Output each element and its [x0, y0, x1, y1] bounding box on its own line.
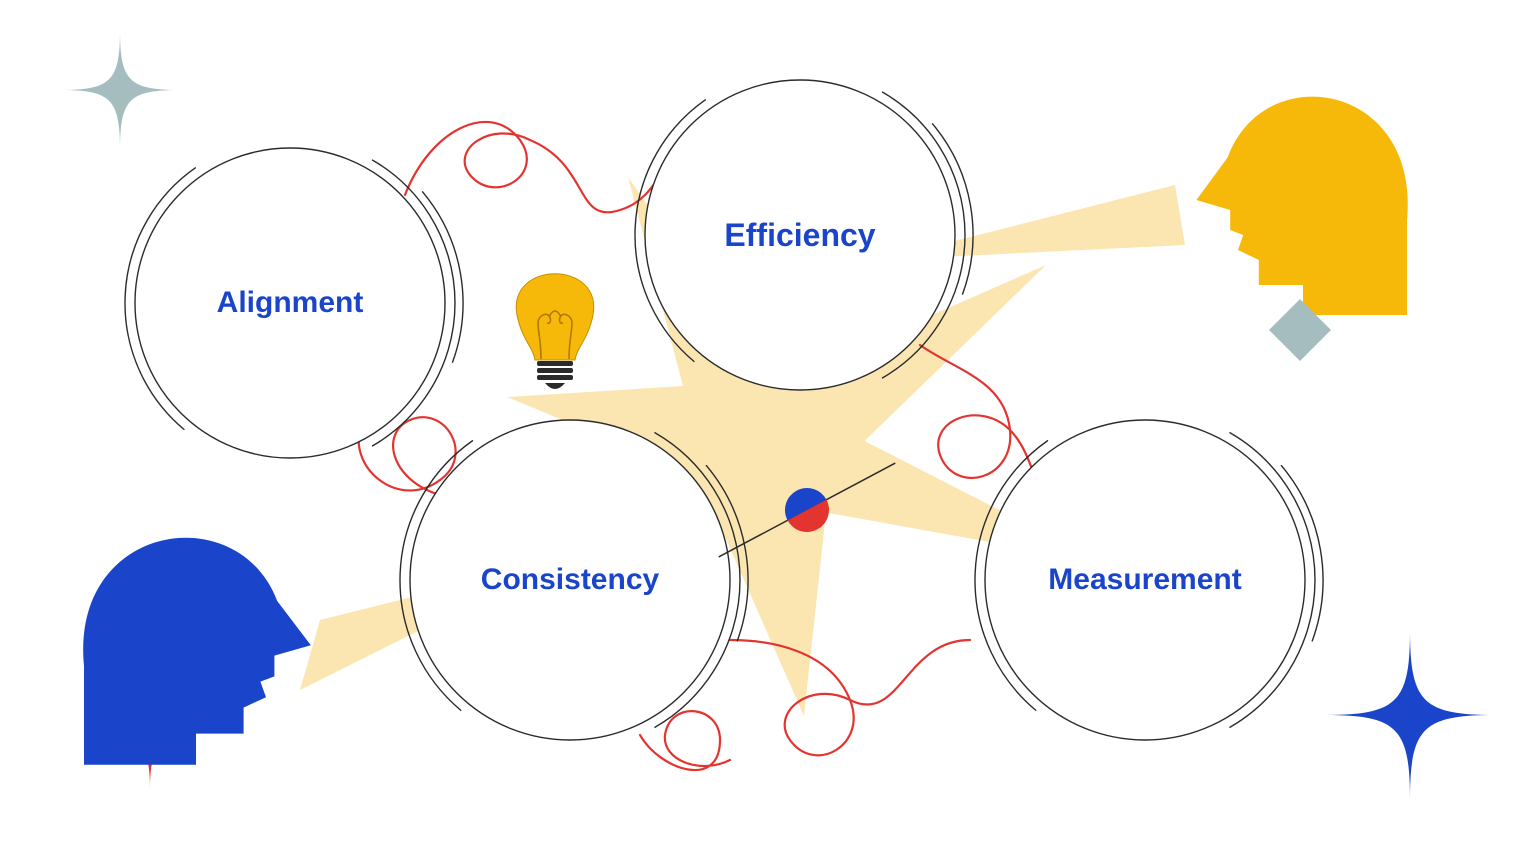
infographic-canvas: AlignmentEfficiencyConsistencyMeasuremen… — [0, 0, 1521, 860]
lightbulb-icon — [0, 0, 1521, 860]
